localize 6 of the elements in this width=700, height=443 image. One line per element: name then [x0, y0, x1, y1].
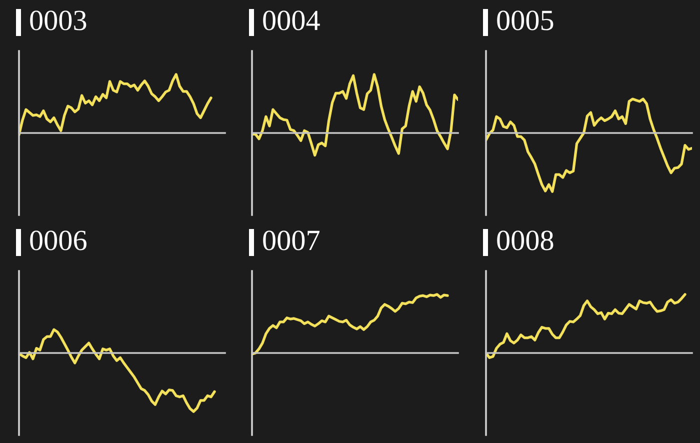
chart-title: 0006	[30, 230, 86, 250]
chart-title: 0007	[263, 230, 320, 250]
chart-title: 0003	[30, 10, 86, 30]
chart-title: 0008	[497, 230, 554, 250]
chart-title: 0005	[497, 10, 554, 30]
chart-title: 0004	[263, 10, 320, 30]
